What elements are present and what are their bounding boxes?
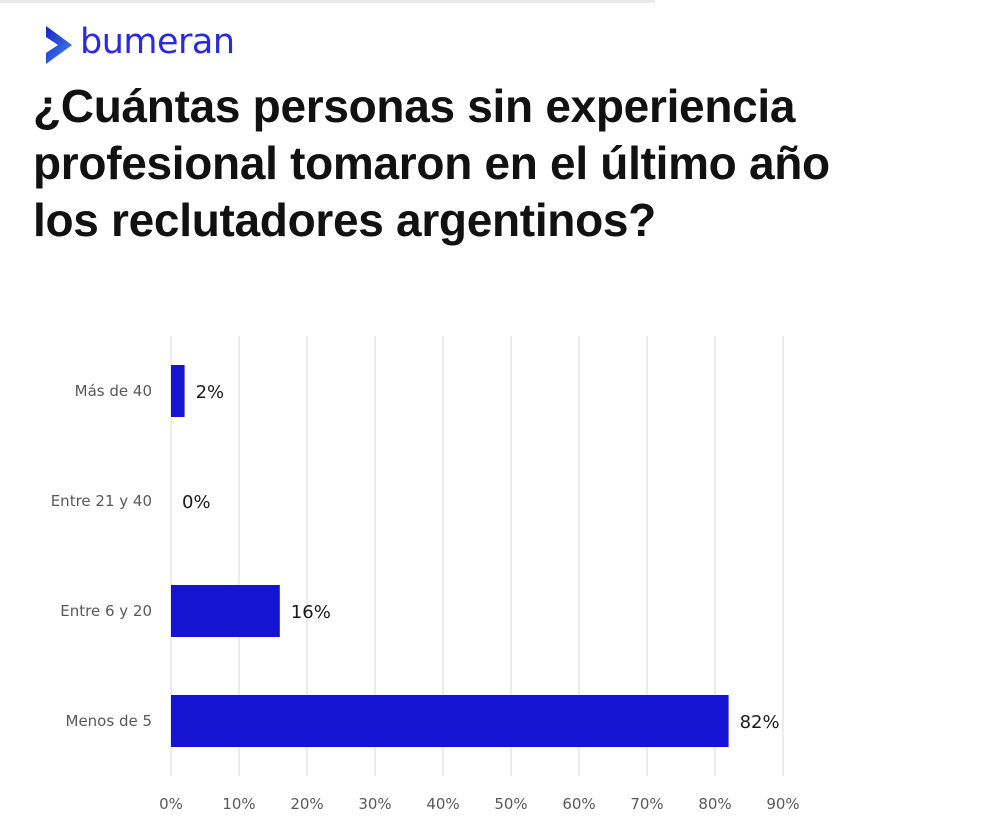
x-tick-label: 0% [159, 795, 183, 813]
x-tick-label: 50% [494, 795, 527, 813]
brand-logo: bumeran [42, 20, 235, 70]
labels: 0% 10% 20% 30% 40% 50% 60% 70% 80% 90% Más de 40 2%… [51, 382, 800, 813]
brand-name: bumeran [80, 21, 235, 62]
category-label: Entre 6 y 20 [60, 602, 152, 620]
x-tick-label: 70% [630, 795, 663, 813]
category-label: Entre 21 y 40 [51, 492, 152, 510]
bars [171, 365, 729, 747]
top-divider [0, 0, 655, 3]
page-title: ¿Cuántas personas sin experiencia profes… [33, 80, 830, 246]
x-tick-label: 40% [426, 795, 459, 813]
category-label: Menos de 5 [66, 712, 153, 730]
x-tick-label: 80% [698, 795, 731, 813]
x-tick-label: 10% [222, 795, 255, 813]
chevron-logo-icon [46, 26, 72, 64]
category-label: Más de 40 [75, 382, 152, 400]
x-tick-label: 60% [562, 795, 595, 813]
data-label: 82% [740, 712, 780, 733]
data-label: 16% [291, 602, 331, 623]
data-label: 2% [196, 382, 225, 403]
bar [171, 695, 729, 747]
data-label: 0% [182, 492, 211, 513]
x-tick-label: 30% [358, 795, 391, 813]
bar [171, 585, 280, 637]
x-tick-label: 20% [290, 795, 323, 813]
x-tick-label: 90% [766, 795, 799, 813]
bar [171, 365, 185, 417]
